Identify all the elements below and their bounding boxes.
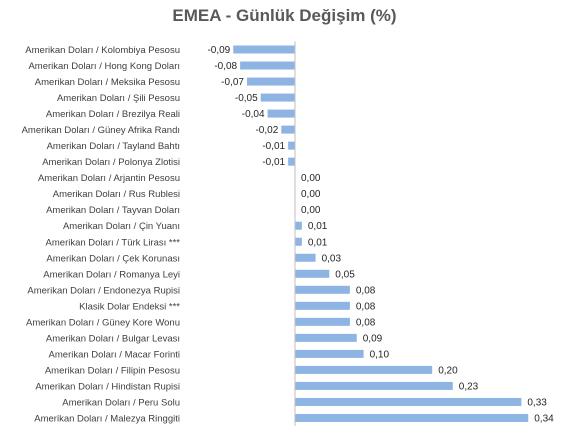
category-label: Amerikan Doları / Brezilya Reali	[46, 109, 180, 120]
value-label: 0,01	[308, 221, 328, 232]
category-label: Amerikan Doları / Arjantin Pesosu	[38, 173, 180, 184]
bar	[295, 221, 302, 230]
category-label: Amerikan Doları / Türk Lirası ***	[46, 237, 181, 248]
category-label: Amerikan Doları / Filipin Pesosu	[45, 365, 180, 376]
category-label: Amerikan Doları / Güney Afrika Randı	[22, 125, 180, 136]
category-label: Amerikan Doları / Polonya Zlotisi	[42, 157, 180, 168]
category-label: Amerikan Doları / Tayvan Doları	[46, 205, 180, 216]
bar	[288, 157, 295, 166]
category-label: Amerikan Doları / Çek Korunası	[46, 253, 180, 264]
category-label: Amerikan Doları / Macar Forinti	[49, 349, 180, 360]
value-label: 0,08	[356, 317, 376, 328]
value-label: 0,10	[370, 349, 390, 360]
bar	[267, 109, 295, 118]
value-label: 0,00	[301, 205, 321, 216]
category-label: Amerikan Doları / Güney Kore Wonu	[26, 317, 180, 328]
value-label: -0,01	[262, 141, 285, 152]
value-label: -0,04	[242, 109, 265, 120]
value-label: -0,08	[214, 61, 237, 72]
bar	[295, 397, 522, 406]
value-label: 0,33	[527, 397, 547, 408]
value-label: 0,23	[459, 381, 479, 392]
category-label: Amerikan Doları / Hong Kong Doları	[28, 61, 180, 72]
value-label: -0,09	[207, 45, 230, 56]
bar	[295, 349, 364, 358]
category-label: Amerikan Doları / Tayland Bahtı	[47, 141, 180, 152]
bar	[240, 61, 295, 70]
category-label: Amerikan Doları / Romanya Leyi	[43, 269, 180, 280]
category-label: Amerikan Doları / Şili Pesosu	[57, 93, 180, 104]
bar	[281, 125, 295, 134]
category-label: Amerikan Doları / Endonezya Rupisi	[27, 285, 180, 296]
value-label: 0,20	[438, 365, 458, 376]
bar	[295, 333, 357, 342]
category-label: Amerikan Doları / Çin Yuanı	[63, 221, 180, 232]
category-label: Amerikan Doları / Malezya Ringgiti	[34, 413, 180, 424]
value-label: -0,05	[235, 93, 258, 104]
bar	[260, 93, 295, 102]
category-label: Amerikan Doları / Hindistan Rupisi	[35, 381, 180, 392]
bar	[295, 253, 316, 262]
bar	[295, 301, 350, 310]
bar	[295, 317, 350, 326]
bar	[233, 45, 295, 54]
value-label: 0,03	[322, 253, 342, 264]
value-label: -0,07	[221, 77, 244, 88]
bar	[295, 413, 529, 422]
bar	[295, 269, 330, 278]
category-label: Klasik Dolar Endeksi ***	[79, 301, 180, 312]
value-label: 0,09	[363, 333, 383, 344]
category-label: Amerikan Doları / Rus Rublesi	[53, 189, 180, 200]
bar	[295, 285, 350, 294]
value-label: -0,01	[262, 157, 285, 168]
category-label: Amerikan Doları / Meksika Pesosu	[35, 77, 180, 88]
chart-title: EMEA - Günlük Değişim (%)	[172, 6, 397, 25]
bar	[295, 237, 302, 246]
value-label: 0,00	[301, 173, 321, 184]
bar	[288, 141, 295, 150]
value-label: 0,08	[356, 301, 376, 312]
bar	[295, 365, 433, 374]
value-label: 0,00	[301, 189, 321, 200]
bar	[295, 381, 453, 390]
category-label: Amerikan Doları / Peru Solu	[62, 397, 180, 408]
category-label: Amerikan Doları / Bulgar Levası	[46, 333, 180, 344]
category-label: Amerikan Doları / Kolombiya Pesosu	[25, 45, 180, 56]
value-label: -0,02	[255, 125, 278, 136]
value-label: 0,01	[308, 237, 328, 248]
value-label: 0,34	[534, 413, 554, 424]
bar	[246, 77, 295, 86]
value-label: 0,05	[335, 269, 355, 280]
value-label: 0,08	[356, 285, 376, 296]
